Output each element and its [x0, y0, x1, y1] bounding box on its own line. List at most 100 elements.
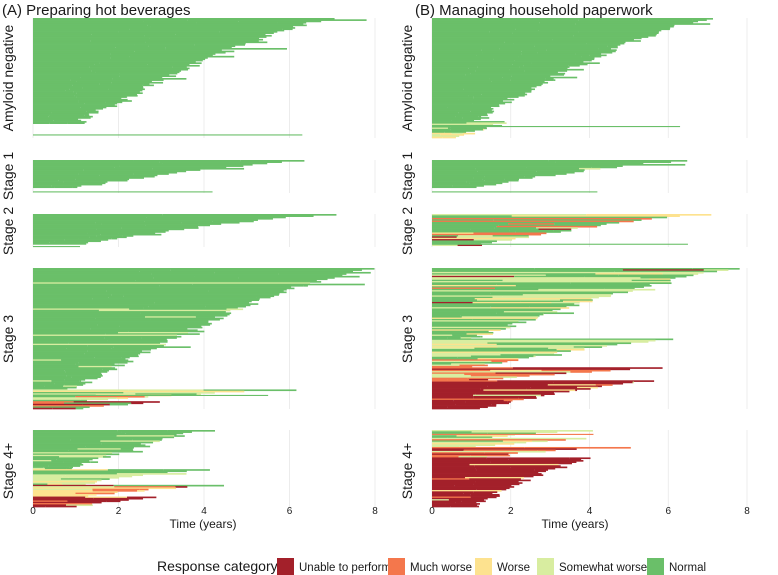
row-segment: [432, 40, 641, 42]
row-segment: [511, 215, 680, 217]
row-segment: [33, 268, 375, 270]
row-segment: [51, 460, 90, 462]
row-segment: [619, 41, 626, 44]
row-segment: [82, 87, 144, 89]
row-segment: [167, 430, 216, 432]
row-segment: [432, 395, 474, 398]
row-segment: [236, 390, 245, 393]
row-segment: [481, 93, 528, 96]
row-segment: [33, 375, 67, 377]
row-segment: [194, 44, 245, 46]
row-segment: [510, 79, 554, 81]
row-segment: [432, 303, 575, 305]
row-segment: [33, 134, 303, 136]
row-segment: [432, 224, 499, 227]
row-segment: [175, 486, 188, 488]
row-segment: [71, 376, 101, 379]
row-segment: [432, 177, 474, 179]
row-segment: [33, 29, 285, 32]
row-segment: [111, 347, 157, 350]
row-segment: [432, 479, 531, 482]
row-segment: [47, 483, 63, 486]
row-segment: [432, 342, 488, 345]
row-segment: [33, 503, 93, 505]
row-segment: [33, 93, 138, 96]
row-segment: [33, 216, 147, 219]
row-segment: [569, 457, 591, 460]
row-segment: [33, 501, 102, 504]
row-segment: [148, 305, 206, 308]
row-segment: [432, 104, 500, 106]
row-segment: [64, 378, 86, 381]
row-segment: [137, 490, 145, 492]
row-segment: [484, 175, 525, 178]
row-segment: [33, 94, 75, 97]
row-segment: [432, 352, 512, 355]
row-segment: [33, 431, 122, 433]
row-segment: [468, 94, 525, 97]
row-segment: [123, 295, 275, 298]
row-segment: [432, 467, 476, 470]
row-segment: [95, 317, 224, 320]
row-segment: [33, 330, 129, 333]
row-segment: [74, 94, 138, 97]
row-segment: [121, 356, 130, 359]
row-segment: [128, 389, 204, 392]
row-segment: [84, 114, 90, 117]
row-segment: [509, 68, 584, 71]
row-segment: [432, 27, 671, 29]
row-segment: [473, 483, 520, 486]
row-segment: [573, 346, 603, 348]
row-segment: [33, 232, 88, 235]
row-segment: [33, 115, 49, 118]
row-segment: [33, 354, 139, 356]
row-segment: [33, 395, 76, 398]
row-segment: [456, 236, 530, 239]
row-segment: [470, 493, 500, 496]
row-segment: [80, 398, 109, 401]
row-segment: [33, 389, 129, 392]
row-segment: [90, 40, 259, 42]
row-segment: [33, 27, 296, 29]
row-segment: [432, 72, 471, 75]
row-segment: [33, 182, 75, 185]
row-segment: [432, 462, 504, 465]
row-segment: [595, 18, 713, 20]
row-segment: [196, 21, 278, 24]
row-segment: [477, 170, 537, 173]
row-segment: [33, 63, 95, 66]
row-segment: [33, 444, 146, 447]
row-block: [432, 18, 713, 122]
row-segment: [33, 295, 124, 298]
row-segment: [432, 118, 481, 121]
row-segment: [85, 496, 128, 499]
row-segment: [432, 288, 539, 291]
row-segment: [432, 298, 475, 300]
row-segment: [33, 362, 79, 364]
row-segment: [432, 53, 522, 55]
facet-0-0: [32, 18, 376, 138]
row-segment: [432, 21, 540, 24]
row-segment: [432, 42, 514, 45]
row-segment: [496, 312, 574, 315]
row-segment: [586, 42, 625, 45]
row-segment: [432, 393, 476, 395]
row-segment: [432, 328, 506, 330]
row-segment: [33, 313, 230, 316]
row-segment: [477, 66, 520, 68]
row-segment: [432, 85, 537, 88]
row-segment: [508, 458, 582, 461]
row-segment: [432, 372, 496, 375]
row-segment: [518, 55, 582, 58]
row-segment: [432, 28, 516, 31]
row-segment: [105, 333, 200, 335]
row-segment: [432, 486, 515, 488]
row-segment: [491, 360, 508, 363]
row-segment: [33, 482, 96, 484]
row-segment: [33, 46, 116, 49]
row-segment: [432, 453, 509, 456]
row-segment: [33, 380, 52, 382]
row-segment: [497, 380, 655, 382]
x-tick-label: 6: [665, 506, 671, 517]
row-segment: [432, 96, 474, 98]
